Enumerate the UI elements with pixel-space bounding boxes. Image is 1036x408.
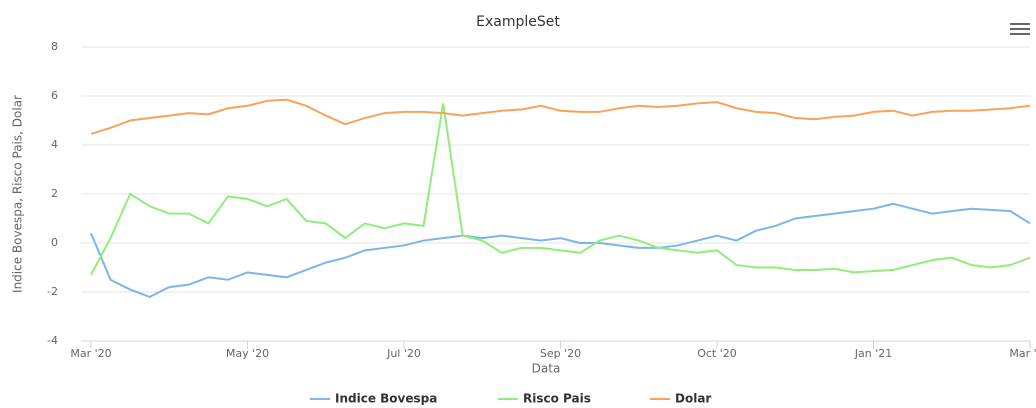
y-tick-label: 0 (51, 236, 58, 249)
y-tick-label: -4 (47, 334, 58, 347)
menu-icon[interactable] (1010, 23, 1030, 35)
legend-label: Indice Bovespa (335, 392, 437, 406)
legend-label: Risco Pais (523, 392, 591, 406)
x-tick-label: Jul '20 (386, 347, 421, 360)
x-tick-label: Mar '20 (70, 347, 111, 360)
chart-title: ExampleSet (476, 14, 560, 30)
x-tick-label: Jan '21 (854, 347, 892, 360)
y-axis-label: Indice Bovespa, Risco Pais, Dolar (11, 95, 25, 293)
line-series (90, 202, 1031, 298)
x-axis-label: Data (532, 362, 561, 376)
line-series (90, 98, 1031, 135)
y-tick-label: 4 (51, 138, 58, 151)
y-tick-label: 6 (51, 89, 58, 102)
y-tick-label: -2 (47, 285, 58, 298)
x-tick-label: Mar '21 (1009, 347, 1036, 360)
x-tick-label: Sep '20 (540, 347, 581, 360)
line-series (90, 103, 1031, 276)
y-tick-label: 2 (51, 187, 58, 200)
legend-label: Dolar (675, 392, 711, 406)
y-tick-label: 8 (51, 40, 58, 53)
x-tick-label: Oct '20 (697, 347, 737, 360)
x-tick-label: May '20 (226, 347, 269, 360)
